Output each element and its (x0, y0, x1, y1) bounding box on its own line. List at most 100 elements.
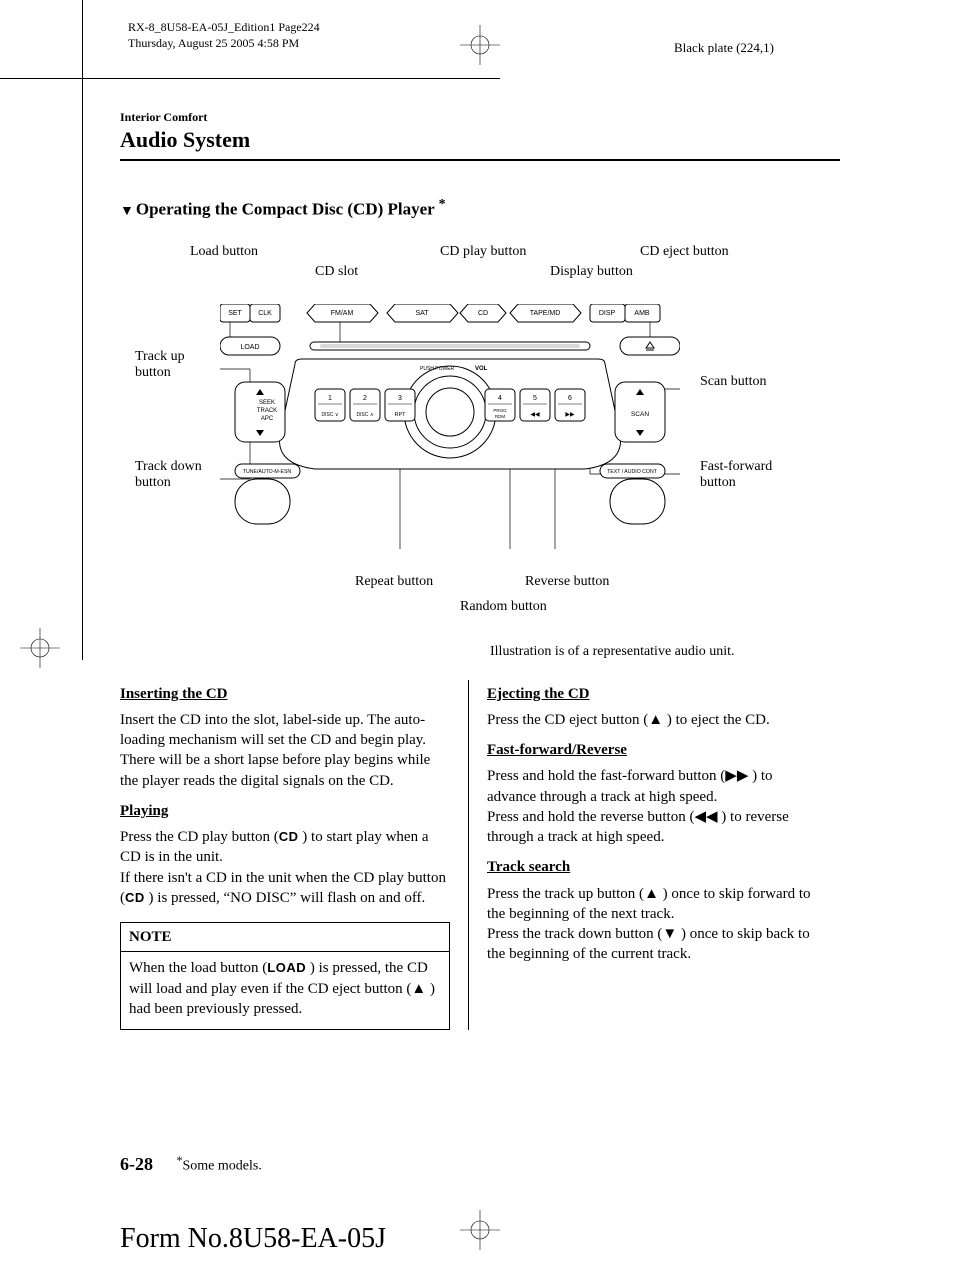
p-playing: Press the CD play button (CD ) to start … (120, 827, 450, 908)
section-label: Interior Comfort (120, 110, 840, 125)
h-playing: Playing (120, 801, 450, 821)
svg-text:3: 3 (398, 395, 402, 402)
svg-text:APC: APC (261, 416, 274, 422)
label-cd-play-button: CD play button (440, 244, 526, 261)
svg-text:CD: CD (478, 310, 488, 317)
up-sym: ▲ (644, 886, 659, 902)
footnote-star: * (439, 197, 446, 212)
p-ff: Press and hold the fast-forward button (… (487, 766, 816, 847)
svg-text:SAT: SAT (415, 310, 429, 317)
svg-text:▶▶: ▶▶ (565, 412, 575, 418)
illustration-note: Illustration is of a representative audi… (490, 644, 840, 660)
eject-sym: ▲ (648, 712, 663, 728)
volume-knob: PUSH POWER VOL (404, 366, 496, 458)
h-inserting: Inserting the CD (120, 684, 450, 704)
doc-timestamp: Thursday, August 25 2005 4:58 PM (128, 36, 320, 52)
page-footer: 6-28 *Some models. (120, 1153, 840, 1175)
svg-text:RPT: RPT (395, 412, 407, 418)
ff-sym: ▶▶ (725, 768, 748, 784)
preset-6: 6▶▶ (555, 389, 585, 421)
left-side-knob (235, 479, 290, 524)
label-display-button: Display button (550, 264, 633, 281)
btn-set: SET (220, 304, 250, 322)
note-box: NOTE When the load button (LOAD ) is pre… (120, 922, 450, 1030)
right-side-knob (610, 479, 665, 524)
cd-label-1: CD (279, 829, 299, 844)
trim-rule-top (0, 78, 500, 79)
svg-text:SEEK: SEEK (259, 400, 275, 406)
audio-unit-diagram: Load button CD slot CD play button Displ… (120, 234, 840, 634)
h-ejecting: Ejecting the CD (487, 684, 816, 704)
btn-tapemd: TAPE/MD (510, 304, 581, 322)
svg-text:AMB: AMB (634, 310, 650, 317)
btn-clk: CLK (250, 304, 280, 322)
audio-unit-svg: SET CLK FM/AM SAT CD TAPE/MD DISP AMB LO… (220, 304, 680, 549)
note-title: NOTE (121, 923, 449, 952)
svg-text:2: 2 (363, 395, 367, 402)
load-button-label: LOAD (240, 344, 259, 351)
h-track: Track search (487, 857, 816, 877)
dn-sym: ▼ (662, 926, 677, 942)
btn-cd: CD (460, 304, 506, 322)
plate-label: Black plate (224,1) (674, 40, 774, 56)
btn-amb: AMB (625, 304, 660, 322)
label-random-button: Random button (460, 599, 547, 616)
svg-text:◀◀: ◀◀ (530, 412, 540, 418)
svg-text:FM/AM: FM/AM (331, 310, 354, 317)
svg-text:DISP: DISP (599, 310, 616, 317)
eject-button-shape (620, 337, 680, 355)
page-number: 6-28 (120, 1154, 153, 1174)
section-title: Audio System (120, 127, 840, 153)
note-body: When the load button (LOAD ) is pressed,… (121, 952, 449, 1029)
label-track-up: Track up button (135, 349, 185, 383)
p-inserting: Insert the CD into the slot, label-side … (120, 710, 450, 791)
preset-3: 3 RPT (385, 389, 415, 421)
subheading: ▼Operating the Compact Disc (CD) Player … (120, 197, 840, 220)
eject-icon-inline: ▲ (411, 981, 426, 997)
svg-text:TUNE/AUTO-M-ESN: TUNE/AUTO-M-ESN (243, 469, 292, 475)
svg-text:PUSH POWER: PUSH POWER (420, 366, 455, 372)
p-ejecting: Press the CD eject button (▲ ) to eject … (487, 710, 816, 730)
scan-rocker: SCAN (615, 382, 665, 442)
svg-text:VOL: VOL (475, 366, 488, 372)
h-ff: Fast-forward/Reverse (487, 740, 816, 760)
svg-text:1: 1 (328, 395, 332, 402)
section-rule (120, 159, 840, 161)
svg-text:DISC ∧: DISC ∧ (357, 412, 374, 418)
some-models: Some models. (183, 1159, 262, 1174)
btn-fmam: FM/AM (307, 304, 378, 322)
load-label: LOAD (267, 960, 306, 975)
file-meta: RX-8_8U58-EA-05J_Edition1 Page224 Thursd… (128, 20, 320, 51)
triangle-icon: ▼ (120, 204, 134, 219)
svg-text:TRACK: TRACK (257, 408, 277, 414)
btn-disp: DISP (590, 304, 625, 322)
trim-rule-left (82, 0, 83, 660)
svg-text:5: 5 (533, 395, 537, 402)
doc-id: RX-8_8U58-EA-05J_Edition1 Page224 (128, 20, 320, 36)
btn-sat: SAT (387, 304, 458, 322)
preset-4: 4PROGRDM (485, 389, 515, 421)
crop-mark-left (20, 628, 60, 668)
svg-text:SET: SET (228, 310, 242, 317)
label-track-down: Track down button (135, 459, 202, 493)
rev-sym: ◀◀ (694, 809, 717, 825)
svg-text:CLK: CLK (258, 310, 272, 317)
label-fast-forward: Fast-forward button (700, 459, 772, 493)
p-track: Press the track up button (▲ ) once to s… (487, 884, 816, 965)
crop-mark-bottom (460, 1210, 500, 1250)
svg-text:PROG: PROG (493, 408, 507, 413)
label-cd-eject-button: CD eject button (640, 244, 729, 261)
preset-2: 2 DISC ∧ (350, 389, 380, 421)
label-repeat-button: Repeat button (355, 574, 433, 591)
cd-label-2: CD (125, 890, 145, 905)
preset-1: 1 DISC ∨ (315, 389, 345, 421)
svg-text:TAPE/MD: TAPE/MD (530, 310, 561, 317)
svg-text:DISC ∨: DISC ∨ (322, 412, 339, 418)
label-cd-slot: CD slot (315, 264, 358, 281)
svg-text:RDM: RDM (495, 414, 505, 419)
svg-text:TEXT / AUDIO CONT: TEXT / AUDIO CONT (607, 469, 658, 475)
form-number: Form No.8U58-EA-05J (120, 1223, 386, 1255)
crop-mark-top (460, 25, 500, 65)
label-load-button: Load button (190, 244, 258, 261)
right-column: Ejecting the CD Press the CD eject butto… (468, 680, 816, 1031)
